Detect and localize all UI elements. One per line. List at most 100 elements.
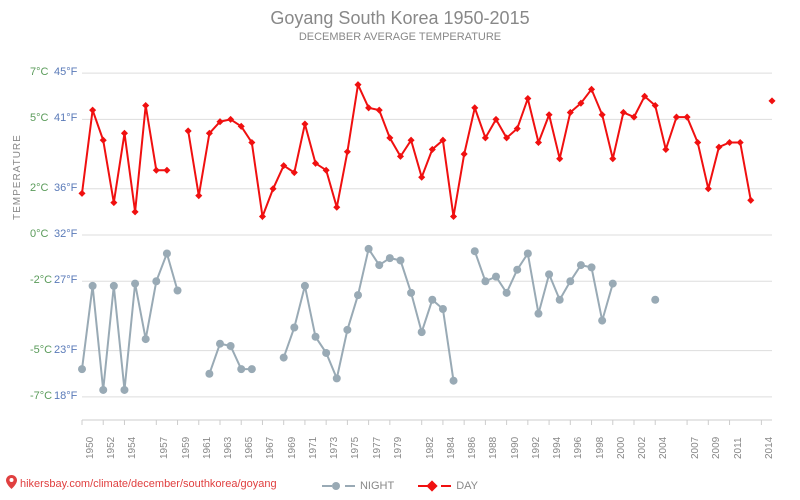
y-tick-celsius: -5°C xyxy=(30,344,52,356)
series-marker-day xyxy=(461,151,468,158)
series-marker-night xyxy=(492,273,500,281)
x-tick-label: 1954 xyxy=(127,437,138,459)
x-tick-label: 1979 xyxy=(393,437,404,459)
series-marker-day xyxy=(270,185,277,192)
legend-line-icon xyxy=(441,485,451,487)
series-marker-day xyxy=(376,107,383,114)
series-marker-day xyxy=(609,155,616,162)
series-marker-night xyxy=(280,354,288,362)
legend-marker-icon xyxy=(332,482,340,490)
x-tick-label: 1975 xyxy=(350,437,361,459)
x-tick-label: 2004 xyxy=(658,437,669,459)
series-marker-day xyxy=(142,102,149,109)
x-tick-label: 1998 xyxy=(595,437,606,459)
legend-label: NIGHT xyxy=(360,480,394,492)
x-tick-label: 1957 xyxy=(159,437,170,459)
y-tick-celsius: 5°C xyxy=(30,112,48,124)
series-marker-night xyxy=(110,282,118,290)
y-tick-fahrenheit: 36°F xyxy=(54,182,77,194)
series-marker-day xyxy=(333,204,340,211)
x-tick-label: 1982 xyxy=(425,437,436,459)
x-tick-label: 2002 xyxy=(637,437,648,459)
series-marker-night xyxy=(471,247,479,255)
series-marker-day xyxy=(705,185,712,192)
attribution: hikersbay.com/climate/december/southkore… xyxy=(6,475,277,492)
series-marker-night xyxy=(365,245,373,253)
series-marker-night xyxy=(120,386,128,394)
series-marker-day xyxy=(450,213,457,220)
chart-subtitle: DECEMBER AVERAGE TEMPERATURE xyxy=(0,31,800,43)
series-marker-night xyxy=(556,296,564,304)
legend-line-icon xyxy=(322,485,332,487)
series-marker-day xyxy=(747,197,754,204)
y-tick-celsius: -7°C xyxy=(30,390,52,402)
series-marker-day xyxy=(121,130,128,137)
series-marker-day xyxy=(132,208,139,215)
y-tick-celsius: -2°C xyxy=(30,274,52,286)
series-marker-night xyxy=(375,261,383,269)
x-tick-label: 2007 xyxy=(690,437,701,459)
series-marker-night xyxy=(386,254,394,262)
x-tick-label: 1988 xyxy=(488,437,499,459)
y-tick-fahrenheit: 18°F xyxy=(54,390,77,402)
chart-title: Goyang South Korea 1950-2015 xyxy=(0,0,800,29)
series-marker-day xyxy=(185,127,192,134)
series-marker-night xyxy=(290,324,298,332)
x-tick-label: 1973 xyxy=(329,437,340,459)
series-marker-day xyxy=(726,139,733,146)
series-marker-night xyxy=(78,365,86,373)
y-tick-fahrenheit: 27°F xyxy=(54,274,77,286)
series-marker-day xyxy=(620,109,627,116)
series-marker-night xyxy=(598,317,606,325)
plot-svg xyxy=(82,50,772,420)
series-marker-night xyxy=(152,277,160,285)
y-tick-celsius: 7°C xyxy=(30,66,48,78)
series-marker-night xyxy=(301,282,309,290)
y-tick-fahrenheit: 32°F xyxy=(54,228,77,240)
x-tick-label: 1952 xyxy=(106,437,117,459)
x-tick-label: 1971 xyxy=(308,437,319,459)
x-tick-label: 2014 xyxy=(764,437,775,459)
series-marker-night xyxy=(418,328,426,336)
series-marker-night xyxy=(333,374,341,382)
y-tick-celsius: 2°C xyxy=(30,182,48,194)
x-tick-label: 1984 xyxy=(446,437,457,459)
legend-line-icon xyxy=(345,485,355,487)
series-marker-day xyxy=(78,190,85,197)
series-marker-day xyxy=(89,107,96,114)
x-tick-label: 1994 xyxy=(552,437,563,459)
x-tick-label: 2000 xyxy=(616,437,627,459)
x-tick-label: 1992 xyxy=(531,437,542,459)
x-tick-label: 2009 xyxy=(711,437,722,459)
series-marker-day xyxy=(354,81,361,88)
series-marker-night xyxy=(142,335,150,343)
series-marker-day xyxy=(546,111,553,118)
series-line-day xyxy=(82,85,772,217)
x-tick-label: 1963 xyxy=(223,437,234,459)
x-tick-label: 1967 xyxy=(265,437,276,459)
x-tick-label: 1959 xyxy=(181,437,192,459)
y-tick-fahrenheit: 41°F xyxy=(54,112,77,124)
series-marker-day xyxy=(100,137,107,144)
series-marker-night xyxy=(545,270,553,278)
series-marker-night xyxy=(343,326,351,334)
map-pin-icon xyxy=(6,475,17,492)
series-marker-day xyxy=(110,199,117,206)
series-marker-night xyxy=(227,342,235,350)
series-marker-night xyxy=(99,386,107,394)
x-tick-label: 1977 xyxy=(372,437,383,459)
x-tick-label: 1965 xyxy=(244,437,255,459)
series-marker-night xyxy=(481,277,489,285)
series-marker-day xyxy=(301,120,308,127)
series-marker-day xyxy=(153,167,160,174)
series-marker-night xyxy=(354,291,362,299)
series-marker-day xyxy=(715,144,722,151)
series-marker-day xyxy=(195,192,202,199)
series-marker-day xyxy=(524,95,531,102)
series-marker-night xyxy=(651,296,659,304)
series-marker-night xyxy=(216,340,224,348)
series-marker-night xyxy=(322,349,330,357)
series-line-night xyxy=(82,249,655,390)
x-tick-label: 1961 xyxy=(202,437,213,459)
series-marker-day xyxy=(365,104,372,111)
